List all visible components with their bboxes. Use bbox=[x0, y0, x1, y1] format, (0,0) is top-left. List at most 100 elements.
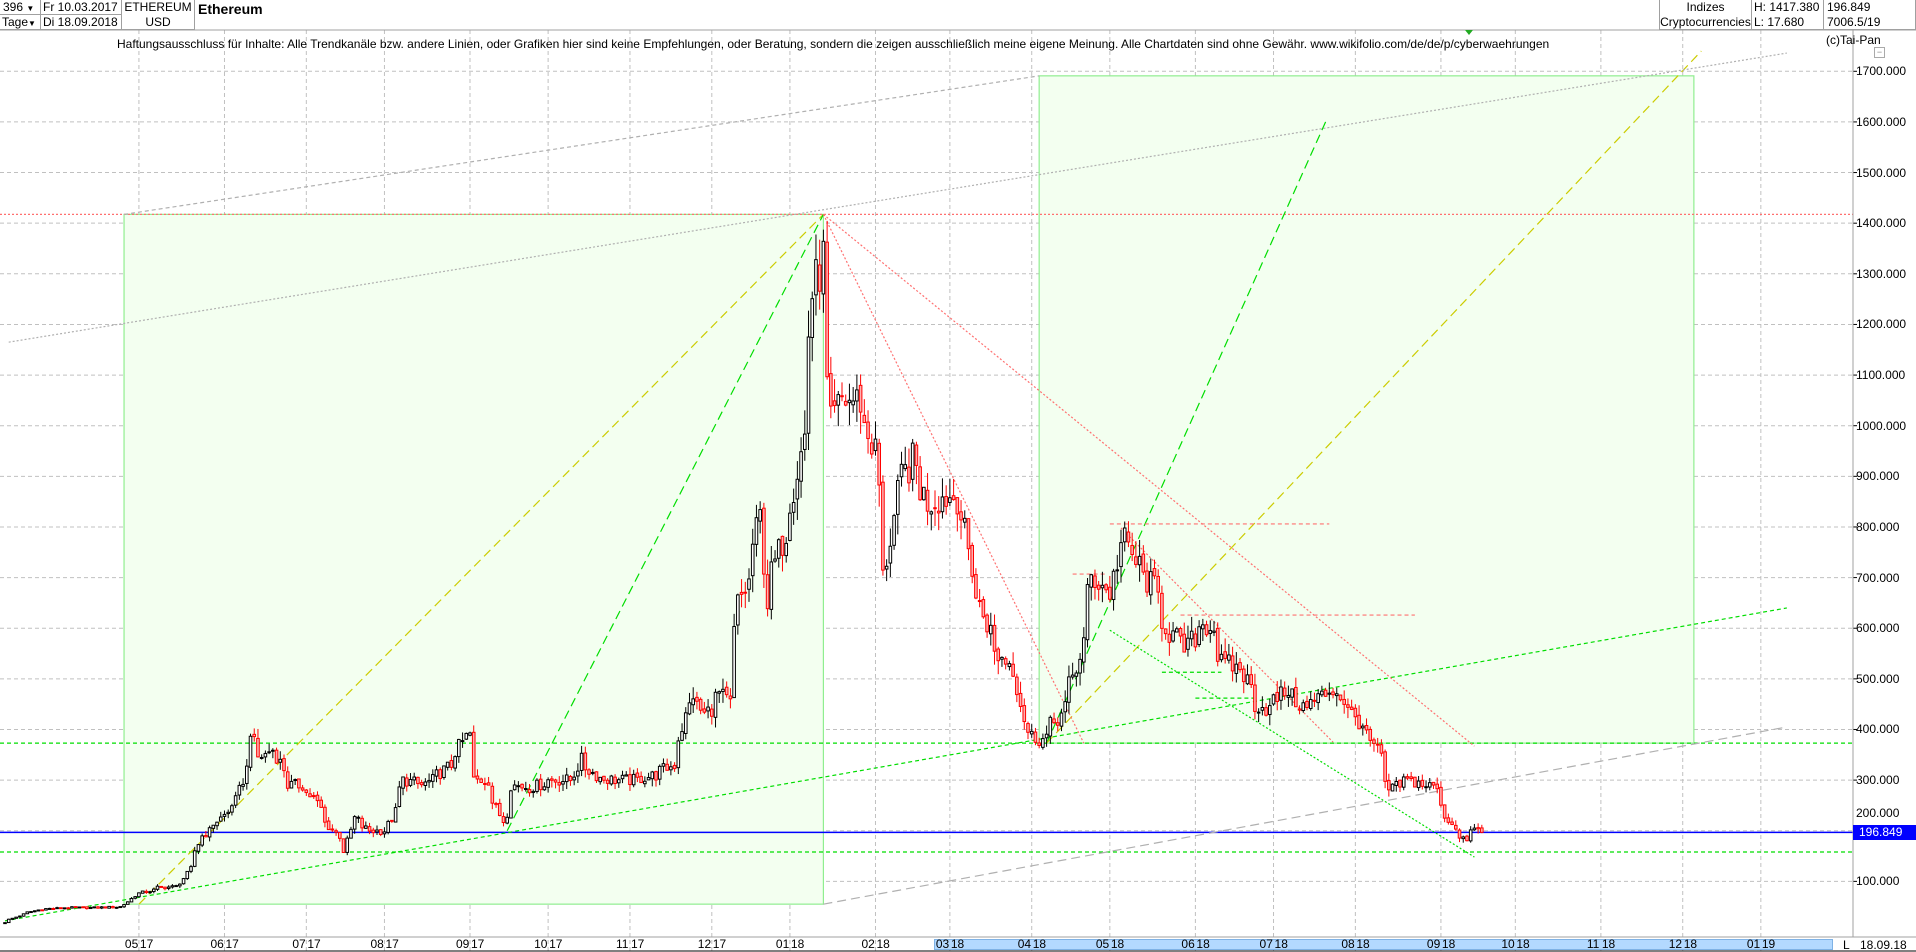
candle-body bbox=[855, 389, 859, 402]
log-scale-toggle[interactable]: L bbox=[1843, 938, 1850, 952]
month-tick-label: 08 bbox=[370, 937, 384, 951]
candle bbox=[1361, 723, 1365, 736]
candle-body bbox=[152, 888, 156, 893]
price-tick-label: 1400.000 bbox=[1856, 216, 1907, 231]
candle bbox=[1215, 622, 1220, 667]
candle-body bbox=[654, 771, 658, 781]
candle bbox=[423, 778, 428, 791]
candle bbox=[564, 767, 569, 790]
candle bbox=[646, 772, 651, 781]
candle bbox=[1104, 583, 1108, 594]
candle bbox=[899, 451, 904, 487]
candle-body bbox=[970, 544, 975, 577]
candle bbox=[970, 542, 975, 584]
candle-body bbox=[278, 758, 283, 763]
candle-body bbox=[1152, 568, 1157, 577]
month-tick-label: 10 bbox=[1501, 937, 1515, 951]
candle-body bbox=[483, 782, 487, 785]
candle bbox=[1461, 835, 1466, 843]
candle-body bbox=[1256, 711, 1261, 714]
candle-body bbox=[1044, 733, 1049, 739]
candle-body bbox=[1134, 556, 1138, 565]
candle bbox=[14, 916, 18, 919]
candle-body bbox=[431, 774, 435, 782]
bar-count-select[interactable]: 396 ▼ bbox=[0, 0, 41, 15]
candle bbox=[390, 819, 394, 823]
candle-body bbox=[669, 766, 673, 771]
candle-body bbox=[747, 578, 751, 590]
year-tick-label: 17 bbox=[225, 937, 239, 951]
candle bbox=[88, 906, 93, 910]
candle bbox=[620, 770, 625, 784]
candle-body bbox=[639, 775, 643, 784]
year-tick-label: 17 bbox=[471, 937, 485, 951]
candle bbox=[464, 732, 469, 740]
candle bbox=[397, 780, 402, 808]
candle bbox=[683, 707, 688, 740]
candle-body bbox=[553, 779, 558, 783]
candle-body bbox=[1089, 574, 1094, 588]
candle bbox=[412, 772, 416, 786]
candle-body bbox=[1264, 707, 1268, 716]
candle-body bbox=[304, 789, 309, 794]
candle-body bbox=[204, 835, 208, 838]
candle-body bbox=[233, 795, 238, 806]
date-from[interactable]: Fr 10.03.2017 bbox=[41, 0, 122, 15]
candle-body bbox=[442, 765, 446, 778]
candle-body bbox=[1093, 575, 1097, 588]
candle bbox=[1446, 813, 1451, 825]
candle-body bbox=[133, 896, 137, 899]
candle bbox=[888, 528, 893, 577]
candle-body bbox=[1420, 779, 1425, 787]
candle bbox=[542, 782, 547, 791]
candle-body bbox=[73, 906, 78, 909]
date-to[interactable]: Di 18.09.2018 bbox=[41, 15, 122, 30]
period-low: L: 17.680 bbox=[1752, 15, 1824, 30]
month-tick-label: 06 bbox=[210, 937, 224, 951]
month-tick-label: 03 bbox=[935, 937, 950, 951]
candle-body bbox=[1007, 663, 1012, 668]
candle bbox=[1182, 622, 1187, 653]
month-tick-label: 09 bbox=[456, 937, 470, 951]
candle-body bbox=[951, 495, 956, 501]
time-range-highlight[interactable] bbox=[933, 939, 1833, 950]
candle bbox=[1331, 687, 1335, 699]
candle bbox=[345, 835, 350, 856]
candle bbox=[81, 906, 85, 909]
candle-body bbox=[736, 594, 740, 626]
candle-body bbox=[1119, 542, 1123, 568]
candle-body bbox=[840, 395, 844, 398]
year-tick-label: 18 bbox=[1110, 937, 1125, 951]
minimize-icon[interactable]: − bbox=[1874, 47, 1885, 58]
candle bbox=[657, 764, 662, 786]
candle bbox=[174, 884, 178, 888]
candle bbox=[170, 884, 175, 889]
candle-body bbox=[1320, 690, 1324, 696]
candle bbox=[505, 813, 509, 825]
candle bbox=[152, 887, 156, 894]
candle-body bbox=[1037, 742, 1041, 746]
candle-body bbox=[237, 784, 242, 796]
candle bbox=[1167, 622, 1172, 656]
candle-body bbox=[51, 907, 56, 910]
candle-body bbox=[1346, 704, 1350, 708]
price-tick-label: 300.000 bbox=[1856, 773, 1900, 788]
candle bbox=[364, 821, 368, 830]
extra-value: 7006.5/19 bbox=[1824, 15, 1916, 30]
candle-body bbox=[996, 648, 1001, 662]
period-select[interactable]: Tage▼ bbox=[0, 15, 41, 30]
price-tick-label: 700.000 bbox=[1856, 570, 1900, 585]
candle-body bbox=[1260, 707, 1265, 711]
candle-body bbox=[1026, 723, 1030, 733]
candle-body bbox=[408, 778, 413, 786]
candle-body bbox=[319, 799, 323, 808]
candle-body bbox=[1041, 738, 1045, 748]
candle bbox=[419, 779, 424, 788]
candle-body bbox=[6, 918, 11, 924]
candle bbox=[1026, 721, 1030, 740]
candle-body bbox=[297, 778, 301, 789]
candle bbox=[189, 864, 193, 874]
candle bbox=[598, 776, 603, 785]
candle-body bbox=[122, 904, 126, 908]
